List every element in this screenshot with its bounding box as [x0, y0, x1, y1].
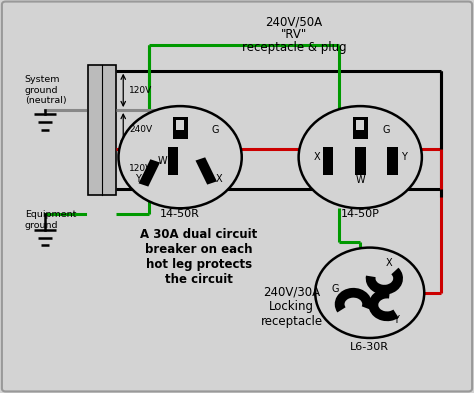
Text: 120V: 120V — [129, 86, 152, 95]
Text: A 30A dual circuit
breaker on each
hot leg protects
the circuit: A 30A dual circuit breaker on each hot l… — [140, 228, 258, 286]
Circle shape — [118, 106, 242, 208]
Text: X: X — [313, 152, 320, 162]
Text: System
ground
(neutral): System ground (neutral) — [25, 75, 66, 105]
Bar — [353, 117, 368, 139]
Text: G: G — [383, 125, 390, 136]
Bar — [176, 119, 184, 130]
Text: "RV": "RV" — [281, 28, 307, 41]
Bar — [355, 147, 366, 175]
Text: 240V/50A: 240V/50A — [265, 15, 322, 28]
Text: G: G — [212, 125, 219, 136]
Circle shape — [299, 106, 422, 208]
Text: W: W — [157, 156, 167, 166]
Text: 14-50R: 14-50R — [160, 209, 200, 219]
Text: receptacle & plug: receptacle & plug — [242, 41, 346, 54]
Bar — [323, 147, 333, 175]
Circle shape — [315, 248, 424, 338]
Bar — [138, 159, 160, 187]
Bar — [356, 119, 364, 130]
Text: Y: Y — [393, 315, 399, 325]
Text: X: X — [385, 258, 392, 268]
Bar — [88, 65, 116, 195]
Text: G: G — [332, 284, 339, 294]
Bar — [173, 117, 188, 139]
Text: 240V/30A
Locking
receptacle: 240V/30A Locking receptacle — [260, 285, 323, 328]
Text: X: X — [216, 174, 222, 184]
Bar — [195, 157, 217, 185]
Text: L6-30R: L6-30R — [350, 342, 389, 352]
Text: Y: Y — [401, 152, 407, 162]
Text: 14-50P: 14-50P — [341, 209, 380, 219]
Text: Y: Y — [135, 174, 140, 184]
Text: W: W — [356, 175, 365, 185]
Bar — [168, 147, 178, 175]
Text: Equipment
ground: Equipment ground — [25, 210, 76, 230]
Text: 120V: 120V — [129, 165, 152, 173]
Text: 240V: 240V — [129, 125, 152, 134]
Bar — [387, 147, 398, 175]
